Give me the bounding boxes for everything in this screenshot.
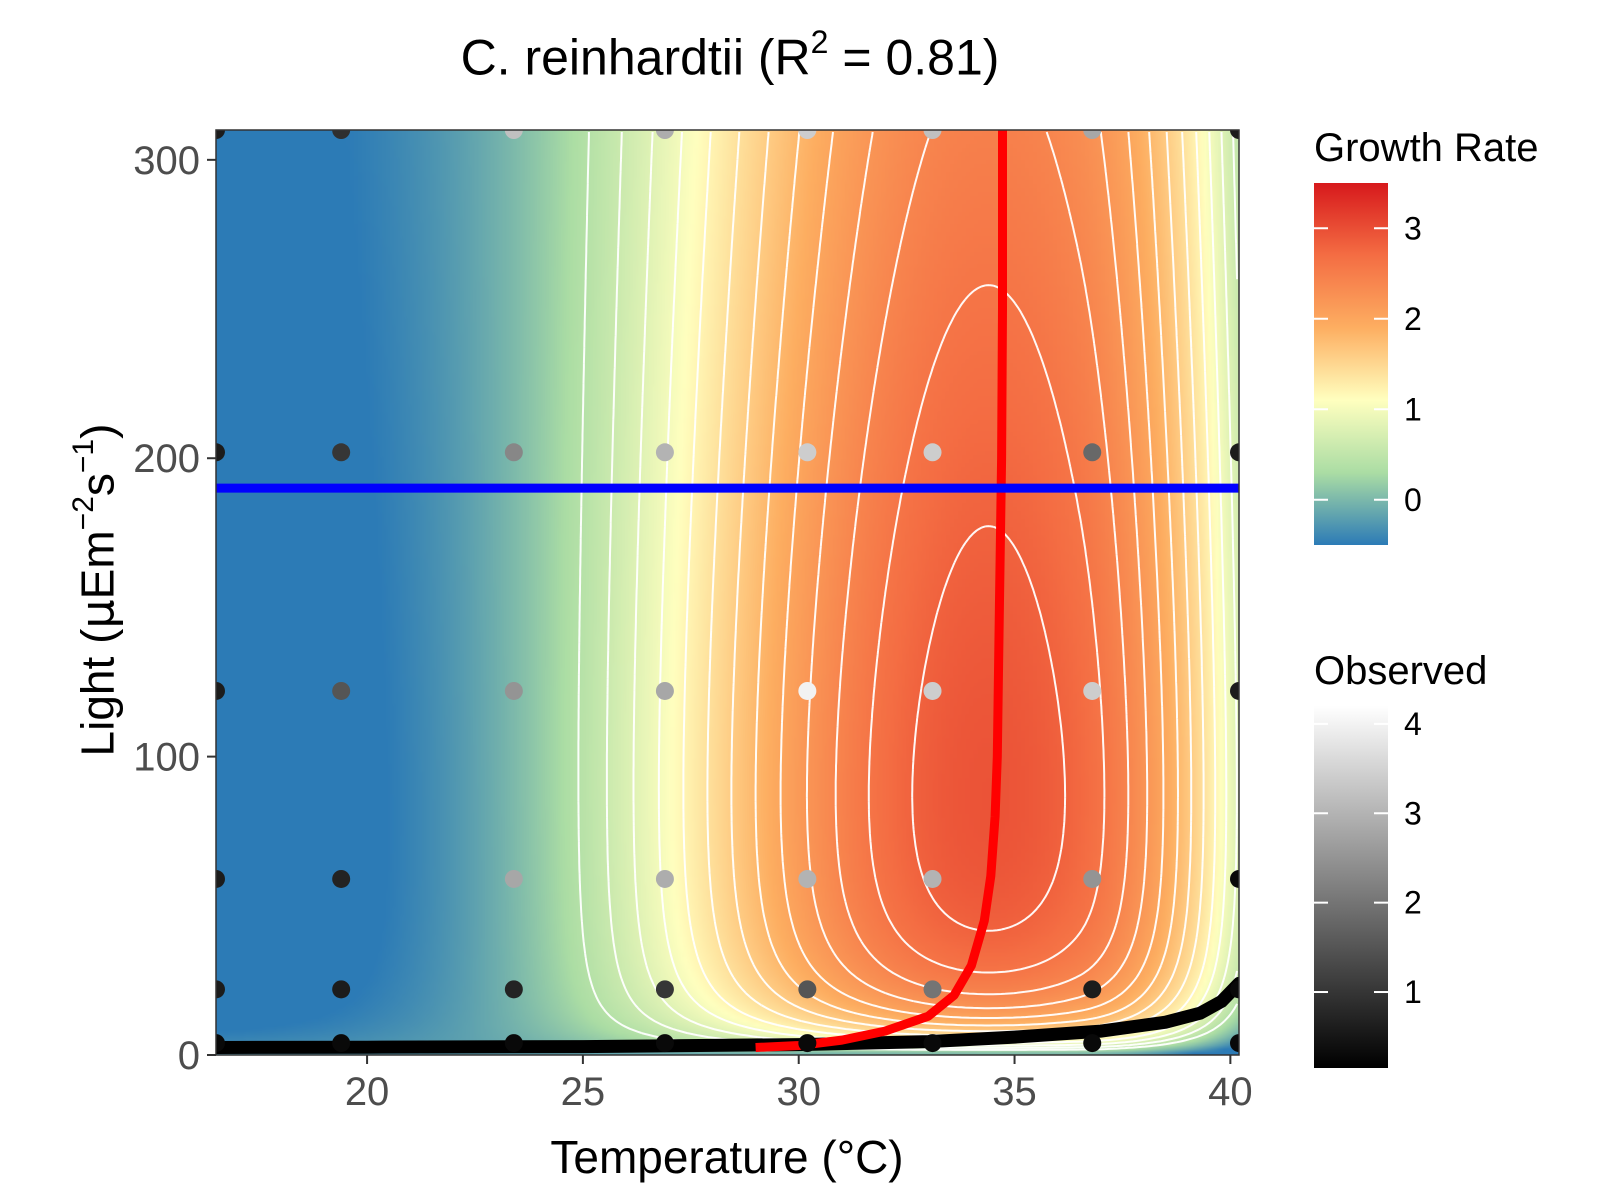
panel-border [215, 129, 1240, 1056]
contour-line [706, 131, 1205, 1037]
observed-point [216, 869, 225, 888]
legends: Growth Rate 0 1 2 3 Observed 1 2 3 4 [1314, 126, 1539, 1068]
growth-rate-legend-colorbar [1314, 183, 1388, 545]
x-axis: 20 25 30 35 40 [345, 1055, 1253, 1114]
observed-point [1230, 443, 1239, 462]
contour-line [911, 525, 1067, 932]
observed-point [1230, 869, 1239, 888]
observed-point [332, 443, 351, 462]
chart-title-text: C. reinhardtii (R [460, 29, 811, 86]
observed-point [332, 1034, 351, 1053]
observed-point [798, 869, 817, 888]
observed-legend-tick-label: 4 [1404, 706, 1422, 742]
chart-title: C. reinhardtii (R2 = 0.81) [0, 24, 1460, 87]
observed-point [655, 130, 674, 139]
y-tick-label: 300 [133, 139, 200, 183]
observed-legend-tick-label: 2 [1404, 885, 1422, 921]
growth-rate-legend-title: Growth Rate [1314, 126, 1539, 170]
observed-point [216, 130, 225, 139]
observed-point [923, 443, 942, 462]
observed-point [216, 1034, 225, 1053]
y-tick-label: 100 [133, 736, 200, 780]
observed-legend-colorbar [1314, 706, 1388, 1068]
growth-rate-surface [216, 130, 1239, 1055]
y-axis: 0 100 200 300 [133, 139, 216, 1078]
observed-point [1083, 1034, 1102, 1053]
observed-point [1083, 869, 1102, 888]
growth-rate-legend-tick-label: 2 [1404, 301, 1422, 337]
observed-point [1230, 1034, 1239, 1053]
observed-point [1083, 980, 1102, 999]
observed-point [216, 681, 225, 700]
observed-point [216, 443, 225, 462]
observed-point [655, 869, 674, 888]
observed-points [216, 130, 1239, 1053]
chart-title-suffix: = 0.81) [828, 29, 1000, 86]
growth-rate-legend-tick-label: 0 [1404, 482, 1422, 518]
observed-point [1230, 130, 1239, 139]
observed-point [923, 681, 942, 700]
observed-point [504, 1034, 523, 1053]
observed-point [1230, 980, 1239, 999]
observed-point [332, 980, 351, 999]
contour-line [779, 131, 1165, 1019]
growth-rate-legend-tick-label: 3 [1404, 210, 1422, 246]
contour-line [867, 284, 1106, 974]
observed-point [655, 443, 674, 462]
observed-point [332, 681, 351, 700]
observed-legend-title: Observed [1314, 649, 1487, 693]
observed-point [798, 130, 817, 139]
observed-point [1083, 681, 1102, 700]
observed-point [504, 869, 523, 888]
x-tick-label: 30 [776, 1070, 821, 1114]
observed-point [1083, 443, 1102, 462]
observed-point [798, 1034, 817, 1053]
observed-legend-tick-label: 3 [1404, 795, 1422, 831]
observed-point [923, 1034, 942, 1053]
growth-rate-legend-tick-label: 1 [1404, 391, 1422, 427]
observed-point [216, 980, 225, 999]
x-tick-label: 25 [561, 1070, 606, 1114]
y-tick-label: 200 [133, 437, 200, 481]
observed-point [1083, 130, 1102, 139]
observed-point [798, 980, 817, 999]
observed-point [798, 443, 817, 462]
observed-point [332, 869, 351, 888]
observed-point [504, 130, 523, 139]
observed-point [655, 980, 674, 999]
observed-point [798, 681, 817, 700]
x-tick-label: 20 [345, 1070, 390, 1114]
plot-panel [216, 130, 1239, 1055]
x-tick-label: 35 [992, 1070, 1037, 1114]
y-tick-label: 0 [178, 1034, 200, 1078]
x-tick-label: 40 [1208, 1070, 1253, 1114]
optimal-temperature-curve [755, 130, 1007, 1052]
observed-point [504, 681, 523, 700]
observed-point [1230, 681, 1239, 700]
observed-point [923, 980, 942, 999]
observed-point [655, 1034, 674, 1053]
observed-point [923, 130, 942, 139]
observed-legend-tick-label: 1 [1404, 974, 1422, 1010]
observed-point [504, 443, 523, 462]
observed-point [504, 980, 523, 999]
x-axis-label: Temperature (°C) [550, 1131, 903, 1183]
observed-point [655, 681, 674, 700]
chart-title-superscript: 2 [810, 24, 829, 60]
observed-point [332, 130, 351, 139]
observed-point [923, 869, 942, 888]
